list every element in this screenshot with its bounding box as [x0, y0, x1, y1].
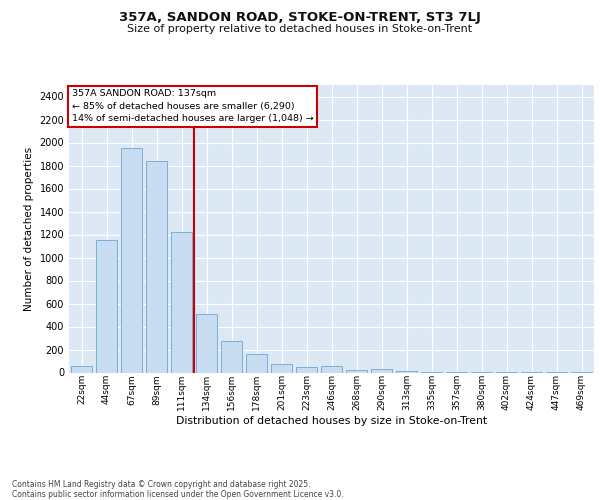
Bar: [271, 364, 292, 372]
Bar: [296, 367, 317, 372]
Text: Contains HM Land Registry data © Crown copyright and database right 2025.
Contai: Contains HM Land Registry data © Crown c…: [12, 480, 344, 499]
Bar: [246, 354, 267, 372]
Bar: [221, 342, 242, 372]
Bar: [321, 366, 342, 372]
Bar: [121, 148, 142, 372]
Bar: [171, 232, 192, 372]
Bar: [346, 370, 367, 372]
X-axis label: Distribution of detached houses by size in Stoke-on-Trent: Distribution of detached houses by size …: [176, 416, 487, 426]
Bar: [96, 240, 117, 372]
Bar: [196, 314, 217, 372]
Text: 357A SANDON ROAD: 137sqm
← 85% of detached houses are smaller (6,290)
14% of sem: 357A SANDON ROAD: 137sqm ← 85% of detach…: [71, 90, 313, 124]
Text: 357A, SANDON ROAD, STOKE-ON-TRENT, ST3 7LJ: 357A, SANDON ROAD, STOKE-ON-TRENT, ST3 7…: [119, 11, 481, 24]
Y-axis label: Number of detached properties: Number of detached properties: [24, 146, 34, 311]
Text: Size of property relative to detached houses in Stoke-on-Trent: Size of property relative to detached ho…: [127, 24, 473, 34]
Bar: [371, 369, 392, 372]
Bar: [71, 366, 92, 372]
Bar: [146, 161, 167, 372]
